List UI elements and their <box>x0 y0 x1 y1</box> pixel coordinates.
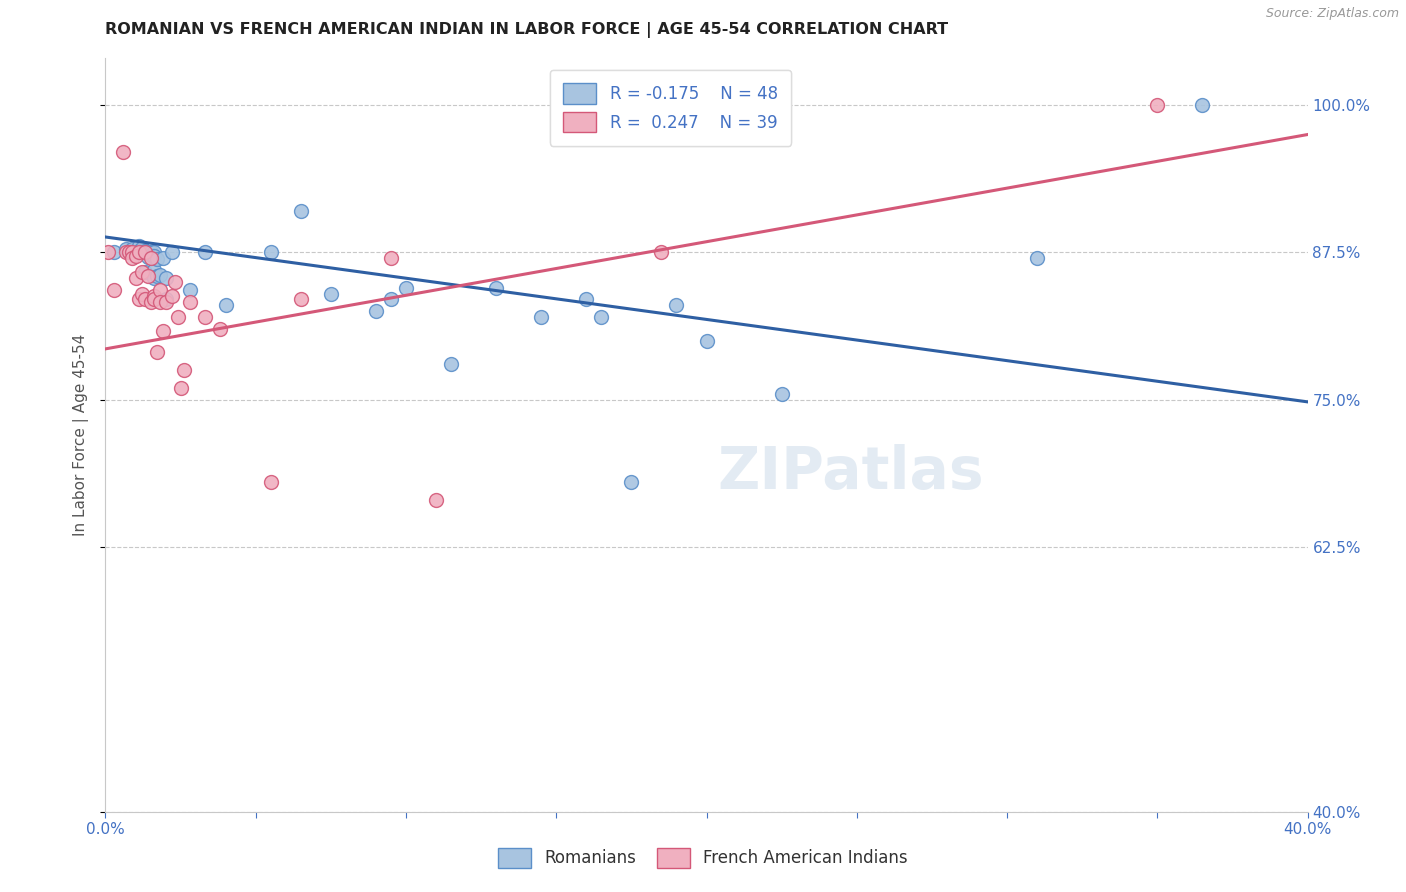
Point <box>103 245 125 260</box>
Point <box>155 271 177 285</box>
Point <box>485 280 508 294</box>
Point <box>160 245 183 260</box>
Point <box>139 247 162 261</box>
Point <box>214 298 236 312</box>
Point <box>118 245 141 260</box>
Point <box>142 289 165 303</box>
Point <box>179 283 201 297</box>
Point <box>134 265 156 279</box>
Point <box>97 245 120 260</box>
Text: ROMANIAN VS FRENCH AMERICAN INDIAN IN LABOR FORCE | AGE 45-54 CORRELATION CHART: ROMANIAN VS FRENCH AMERICAN INDIAN IN LA… <box>105 22 949 38</box>
Point <box>121 251 143 265</box>
Point <box>173 363 195 377</box>
Point <box>179 294 201 309</box>
Point <box>169 381 191 395</box>
Point <box>142 249 165 263</box>
Legend: R = -0.175    N = 48, R =  0.247    N = 39: R = -0.175 N = 48, R = 0.247 N = 39 <box>550 70 792 145</box>
Point <box>148 283 170 297</box>
Point <box>115 242 138 256</box>
Point <box>128 293 150 307</box>
Legend: Romanians, French American Indians: Romanians, French American Indians <box>492 841 914 875</box>
Point <box>155 293 177 307</box>
Y-axis label: In Labor Force | Age 45-54: In Labor Force | Age 45-54 <box>73 334 90 536</box>
Point <box>118 245 141 260</box>
Point <box>620 475 643 489</box>
Point <box>152 251 174 265</box>
Point <box>260 475 283 489</box>
Point <box>136 268 159 283</box>
Point <box>124 271 146 285</box>
Point <box>166 310 188 324</box>
Point <box>1146 98 1168 112</box>
Point <box>142 263 165 277</box>
Point <box>115 245 138 260</box>
Point <box>139 245 162 260</box>
Point <box>145 345 167 359</box>
Point <box>364 304 387 318</box>
Point <box>160 289 183 303</box>
Point <box>124 245 146 260</box>
Point <box>131 265 153 279</box>
Point <box>145 252 167 267</box>
Point <box>128 239 150 253</box>
Point <box>148 294 170 309</box>
Point <box>134 244 156 259</box>
Point <box>290 204 312 219</box>
Point <box>136 250 159 264</box>
Point <box>380 293 402 307</box>
Point <box>121 242 143 256</box>
Point <box>155 294 177 309</box>
Point <box>142 245 165 260</box>
Point <box>139 251 162 265</box>
Point <box>665 298 688 312</box>
Point <box>425 492 447 507</box>
Point <box>134 293 156 307</box>
Point <box>124 245 146 260</box>
Point <box>591 310 613 324</box>
Point <box>696 334 718 348</box>
Point <box>319 286 342 301</box>
Point <box>145 268 167 283</box>
Point <box>131 286 153 301</box>
Point <box>131 241 153 255</box>
Point <box>121 245 143 260</box>
Point <box>770 386 793 401</box>
Point <box>163 275 186 289</box>
Point <box>290 293 312 307</box>
Point <box>131 244 153 259</box>
Point <box>136 245 159 260</box>
Point <box>103 283 125 297</box>
Point <box>650 245 672 260</box>
Point <box>260 245 283 260</box>
Point <box>1026 251 1049 265</box>
Point <box>134 245 156 260</box>
Point <box>530 310 553 324</box>
Point <box>134 245 156 260</box>
Point <box>124 249 146 263</box>
Point <box>208 322 231 336</box>
Point <box>148 268 170 282</box>
Point <box>128 245 150 260</box>
Point <box>395 280 418 294</box>
Point <box>194 245 217 260</box>
Point <box>1191 98 1213 112</box>
Point <box>142 293 165 307</box>
Point <box>575 293 598 307</box>
Point <box>139 294 162 309</box>
Point <box>128 244 150 259</box>
Point <box>380 251 402 265</box>
Text: Source: ZipAtlas.com: Source: ZipAtlas.com <box>1265 7 1399 21</box>
Text: ZIPatlas: ZIPatlas <box>717 444 984 501</box>
Point <box>112 145 135 160</box>
Point <box>440 357 463 371</box>
Point <box>194 310 217 324</box>
Point <box>152 324 174 338</box>
Point <box>142 271 165 285</box>
